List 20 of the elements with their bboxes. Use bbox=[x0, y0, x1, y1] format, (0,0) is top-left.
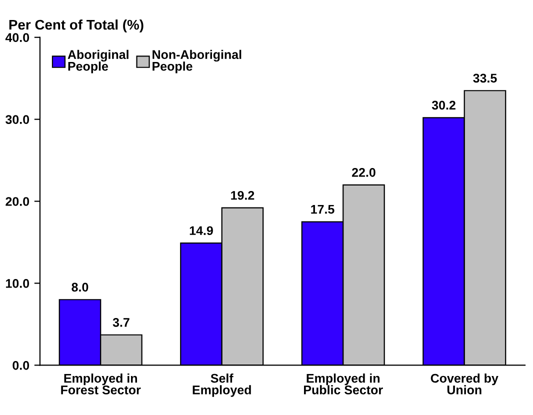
x-tick-label: Self Employed bbox=[192, 374, 251, 397]
data-label: 19.2 bbox=[231, 190, 254, 200]
x-tick-label: Employed in Public Sector bbox=[304, 374, 383, 394]
data-label: 14.9 bbox=[190, 226, 213, 236]
legend-label: Aboriginal People bbox=[68, 50, 128, 74]
y-tick-label: 20.0 bbox=[6, 197, 30, 206]
data-label: 33.5 bbox=[473, 74, 497, 83]
y-axis-title: Per Cent of Total (%) bbox=[9, 19, 144, 32]
data-label: 8.0 bbox=[72, 282, 88, 292]
data-label: 22.0 bbox=[352, 168, 376, 177]
legend-label: Non-Aboriginal People bbox=[152, 50, 242, 74]
y-tick-label: 10.0 bbox=[6, 279, 30, 288]
data-label: 30.2 bbox=[432, 100, 456, 110]
x-tick-label: Employed in Forest Sector bbox=[61, 374, 141, 394]
y-tick-label: 40.0 bbox=[5, 33, 30, 42]
y-tick-label: 30.0 bbox=[6, 115, 30, 124]
y-tick-label: 0.0 bbox=[12, 361, 30, 370]
x-tick-label: Covered by Union bbox=[430, 374, 498, 394]
data-label: 17.5 bbox=[311, 205, 334, 214]
data-label: 3.7 bbox=[112, 318, 130, 327]
